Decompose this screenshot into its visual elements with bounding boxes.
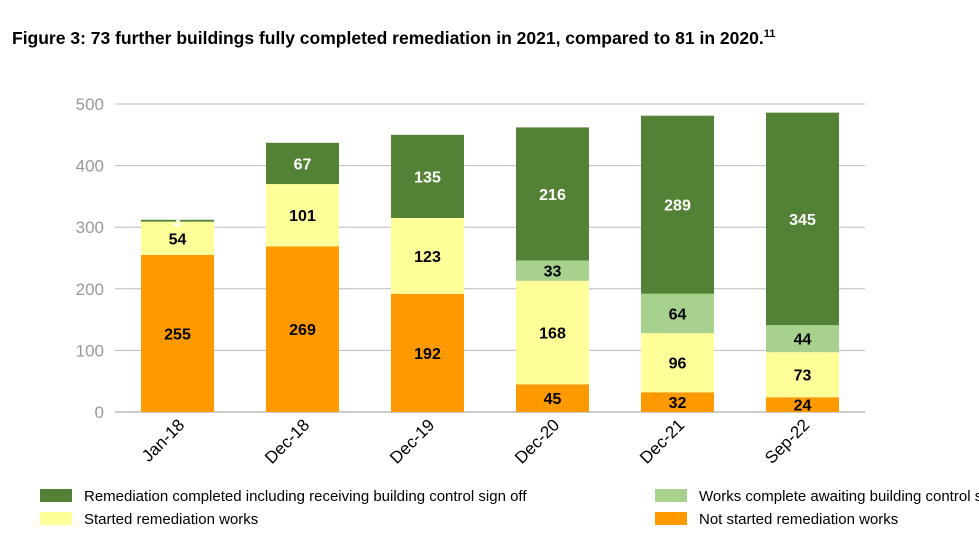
x-tick-label: Dec-21 bbox=[636, 415, 688, 467]
y-tick-label: 300 bbox=[76, 218, 104, 237]
data-label: 33 bbox=[544, 264, 562, 281]
bar-segment bbox=[266, 142, 339, 185]
bar-segment bbox=[766, 352, 839, 398]
data-label: 54 bbox=[169, 231, 187, 248]
data-label: 289 bbox=[664, 198, 691, 215]
legend-swatch bbox=[655, 489, 687, 502]
bar-segment bbox=[641, 392, 714, 412]
y-tick-label: 100 bbox=[76, 341, 104, 360]
data-label: 192 bbox=[414, 346, 441, 363]
data-label: 67 bbox=[294, 156, 312, 173]
bar-segment bbox=[516, 384, 589, 412]
data-label: 32 bbox=[669, 395, 687, 412]
bar-segment bbox=[266, 184, 339, 247]
data-label: 269 bbox=[289, 322, 316, 339]
bar-segment bbox=[141, 254, 214, 412]
bar-segment bbox=[391, 293, 464, 412]
legend-label: Started remediation works bbox=[84, 511, 258, 528]
bar-segment bbox=[266, 246, 339, 412]
bar-segment bbox=[641, 333, 714, 393]
x-tick-label: Dec-18 bbox=[261, 415, 313, 467]
legend-swatch bbox=[655, 512, 687, 525]
bar-segment bbox=[391, 134, 464, 218]
data-label: 96 bbox=[669, 356, 687, 373]
x-tick-label: Sep-22 bbox=[761, 415, 813, 467]
legend-label: Works complete awaiting building control… bbox=[699, 488, 979, 505]
legend-label: Not started remediation works bbox=[699, 511, 898, 528]
legend-label: Remediation completed including receivin… bbox=[84, 488, 527, 505]
bar-segment bbox=[516, 260, 589, 281]
y-tick-label: 400 bbox=[76, 157, 104, 176]
data-label: 135 bbox=[414, 169, 441, 186]
legend-swatch bbox=[40, 489, 72, 502]
bar-segment bbox=[141, 219, 214, 222]
y-tick-label: 0 bbox=[95, 403, 104, 422]
bar-segment bbox=[141, 221, 214, 255]
bar-segment bbox=[516, 127, 589, 261]
bar-segment bbox=[766, 397, 839, 412]
data-label: 123 bbox=[414, 249, 441, 266]
x-tick-label: Dec-19 bbox=[386, 415, 438, 467]
data-label: 64 bbox=[669, 306, 687, 323]
x-tick-label: Dec-20 bbox=[511, 415, 563, 467]
bar-segment bbox=[766, 325, 839, 353]
data-label: 44 bbox=[794, 332, 812, 349]
bar-segment bbox=[516, 280, 589, 385]
data-label: 168 bbox=[539, 326, 566, 343]
legend-swatch bbox=[40, 512, 72, 525]
y-tick-label: 200 bbox=[76, 280, 104, 299]
data-label: 3 bbox=[173, 214, 182, 231]
data-label: 24 bbox=[794, 398, 812, 415]
data-label: 255 bbox=[164, 326, 191, 343]
y-tick-label: 500 bbox=[76, 95, 104, 114]
data-label: 216 bbox=[539, 187, 566, 204]
bar-segment bbox=[641, 115, 714, 294]
data-label: 73 bbox=[794, 368, 812, 385]
data-label: 101 bbox=[289, 208, 316, 225]
bar-segment bbox=[766, 112, 839, 326]
data-label: 345 bbox=[789, 212, 816, 229]
data-label: 45 bbox=[544, 391, 562, 408]
bar-segment bbox=[641, 293, 714, 334]
x-tick-label: Jan-18 bbox=[138, 415, 188, 465]
chart-title: Figure 3: 73 further buildings fully com… bbox=[12, 27, 776, 48]
bar-segment bbox=[391, 217, 464, 294]
